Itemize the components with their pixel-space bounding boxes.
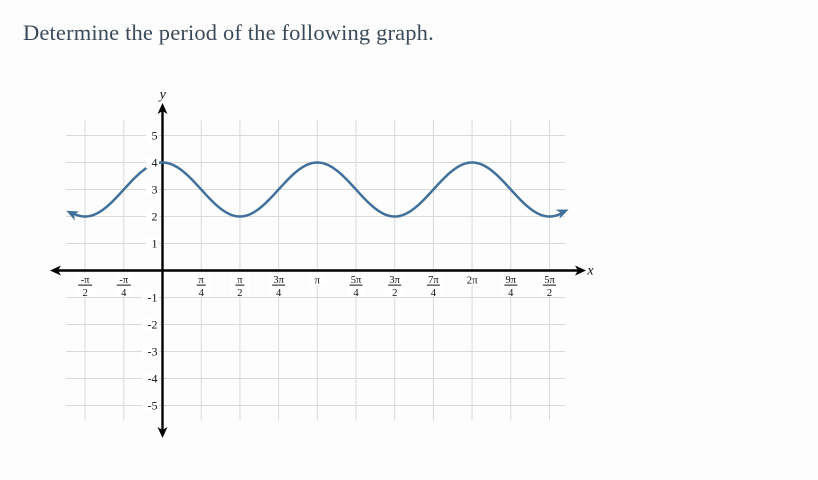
svg-text:-π: -π <box>81 275 90 286</box>
svg-text:-5: -5 <box>148 399 158 413</box>
svg-text:5π: 5π <box>351 275 362 286</box>
svg-text:π: π <box>199 275 205 286</box>
svg-text:2: 2 <box>237 288 242 299</box>
svg-text:5: 5 <box>152 129 158 143</box>
svg-text:3π: 3π <box>389 275 400 286</box>
svg-text:3π: 3π <box>273 275 284 286</box>
svg-text:2: 2 <box>152 210 158 224</box>
svg-text:4: 4 <box>121 288 127 299</box>
svg-text:4: 4 <box>353 288 359 299</box>
svg-text:4: 4 <box>508 288 514 299</box>
svg-text:-2: -2 <box>148 318 158 332</box>
svg-text:π: π <box>315 275 321 287</box>
svg-text:5π: 5π <box>544 275 555 286</box>
svg-text:π: π <box>237 275 243 286</box>
svg-text:2: 2 <box>547 288 552 299</box>
svg-text:-1: -1 <box>148 291 158 305</box>
svg-text:2: 2 <box>82 288 87 299</box>
svg-text:7π: 7π <box>428 275 439 286</box>
svg-text:-4: -4 <box>148 372 158 386</box>
svg-text:y: y <box>158 88 167 103</box>
svg-text:-π: -π <box>119 275 128 286</box>
svg-text:3: 3 <box>152 183 158 197</box>
svg-text:4: 4 <box>152 156 158 170</box>
svg-text:1: 1 <box>152 237 158 251</box>
svg-text:4: 4 <box>431 288 437 299</box>
svg-text:x: x <box>586 264 594 279</box>
svg-text:2: 2 <box>392 288 397 299</box>
svg-text:-3: -3 <box>148 345 158 359</box>
svg-text:9π: 9π <box>506 275 517 286</box>
svg-text:4: 4 <box>199 288 205 299</box>
svg-text:2π: 2π <box>467 275 479 287</box>
svg-text:4: 4 <box>276 288 282 299</box>
